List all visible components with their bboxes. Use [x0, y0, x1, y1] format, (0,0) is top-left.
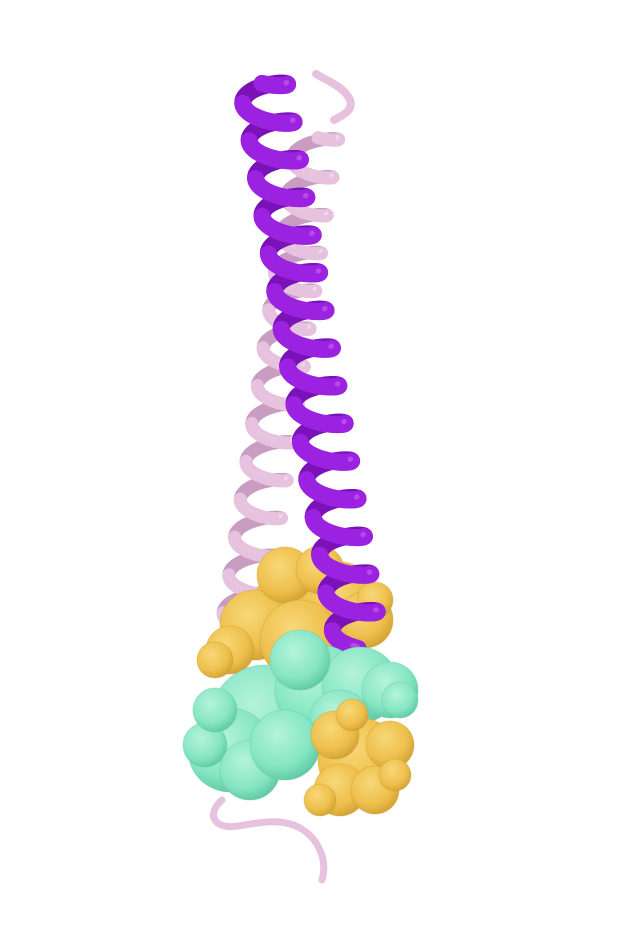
gold-surface-front-bump — [303, 783, 337, 817]
pink-top-tail — [312, 70, 355, 124]
purple-helix — [234, 74, 386, 657]
pink-tail-loop — [210, 796, 328, 884]
gold-surface-domain-lower — [303, 698, 415, 817]
teal-surface-bump — [269, 629, 331, 691]
purple-helix-highlight — [350, 642, 360, 649]
gold-surface-front-bump — [378, 758, 412, 792]
teal-surface-bump — [381, 681, 419, 719]
teal-surface-bump — [192, 687, 238, 733]
teal-surface-bump — [249, 709, 321, 781]
gold-surface-front-bump — [335, 698, 369, 732]
gold-surface-bump — [196, 641, 234, 679]
